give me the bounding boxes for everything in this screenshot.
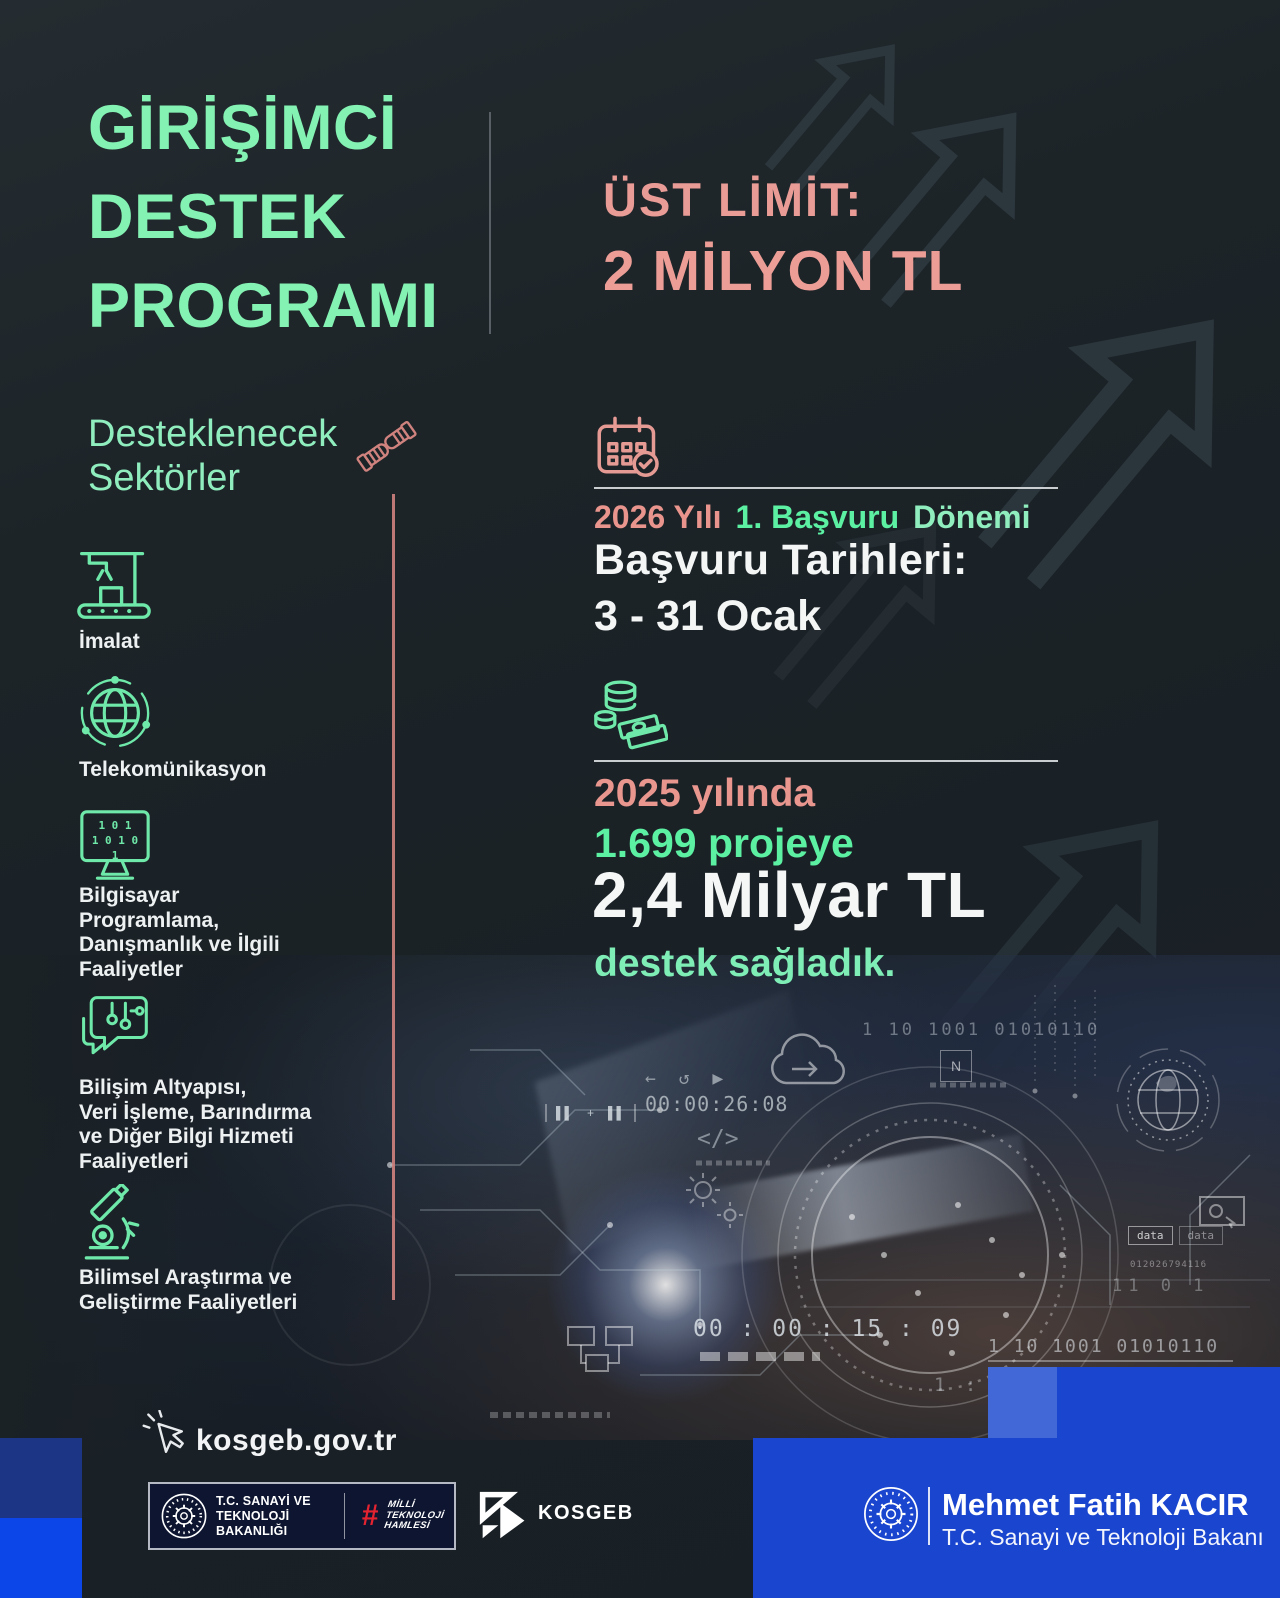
ministry-name: T.C. SANAYİ VE TEKNOLOJİ BAKANLIĞI	[216, 1494, 328, 1539]
sector-label-telekomunikasyon: Telekomünikasyon	[79, 758, 267, 781]
application-rule	[594, 487, 1058, 489]
photo-circuit-decorations	[269, 985, 1270, 1440]
data-label: data	[1128, 1226, 1173, 1245]
microscope-icon	[84, 1184, 140, 1260]
website-link[interactable]: kosgeb.gov.tr	[196, 1424, 397, 1457]
support-year-line: 2025 yılında	[594, 772, 816, 815]
application-period-highlight: 1. Başvuru	[735, 499, 900, 535]
ministry-emblem-icon	[161, 1493, 207, 1539]
ministry-logo-box: T.C. SANAYİ VE TEKNOLOJİ BAKANLIĞI # MİL…	[148, 1482, 456, 1550]
globe-hologram-decoration	[1116, 1048, 1220, 1152]
pause-icon: ▌▌	[556, 1106, 574, 1120]
monitor-binary-text: 1 0 1 1 0 1 0 1	[91, 819, 139, 862]
limit-value: 2 MİLYON TL	[603, 239, 964, 303]
sector-label-bilimsel: Bilimsel Araştırma ve Geliştirme Faaliye…	[79, 1266, 298, 1314]
application-period-line: 2026 Yılı 1. Başvuru Dönemi	[594, 499, 1030, 536]
bottom-left-dark-blue-square	[0, 1438, 82, 1518]
page-title: GİRİŞİMCİ DESTEK PROGRAMI	[88, 84, 439, 351]
minister-panel	[753, 1438, 1280, 1598]
limit-label: ÜST LİMİT:	[603, 173, 864, 226]
binary-monitor-icon	[80, 810, 150, 880]
code-icon: </>	[697, 1126, 739, 1152]
micro-binary: 012026794116	[1130, 1260, 1208, 1270]
ministry-name-line1: T.C. SANAYİ VE	[216, 1493, 311, 1508]
kosgeb-logo-label: KOSGEB	[538, 1502, 634, 1524]
application-period-suffix: Dönemi	[913, 499, 1031, 535]
milli-teknoloji-hamlesi-logo: MİLLİ TEKNOLOJİ HAMLESİ	[383, 1499, 447, 1532]
sector-label-bilgisayar: Bilgisayar Programlama, Danışmanlık ve İ…	[79, 884, 280, 981]
ministry-box-divider	[344, 1493, 346, 1539]
support-amount-line: 2,4 Milyar TL	[592, 859, 987, 931]
vertical-pink-divider	[392, 494, 395, 1300]
photo-left-fade	[0, 955, 1280, 1440]
sector-label-imalat: İmalat	[79, 630, 140, 653]
data-labels: data data	[1128, 1226, 1223, 1245]
minister-emblem-icon	[864, 1487, 918, 1541]
sectors-heading: Desteklenecek Sektörler	[88, 413, 338, 499]
gear-decorations	[686, 1173, 743, 1228]
hamle-line: HAMLESİ	[383, 1520, 431, 1532]
timecode-bottom: 00 : 00 : 15 : 09	[693, 1316, 963, 1342]
cloud-sync-icon	[771, 1033, 845, 1085]
ministry-name-line2: TEKNOLOJİ BAKANLIĞI	[216, 1508, 290, 1538]
bottom-left-bright-blue-square	[0, 1518, 82, 1598]
chat-circuit-icon	[82, 996, 148, 1055]
support-projects-line: 1.699 projeye	[594, 820, 854, 866]
data-panel-decoration	[1199, 1196, 1245, 1229]
binary-overlay-mid: 11 0 1	[1112, 1276, 1210, 1296]
money-coins-icon	[594, 680, 668, 750]
binary-overlay-top: 1 10 1001 01010110	[862, 1020, 1101, 1040]
globe-orbit-icon	[80, 675, 151, 748]
timecode-tick-row	[700, 1352, 820, 1361]
n-symbol-box: N	[940, 1050, 972, 1082]
minister-panel-extension	[1055, 1367, 1280, 1438]
title-line: DESTEK	[88, 182, 347, 252]
timecode-top: 00:00:26:08	[645, 1092, 789, 1116]
application-dates-value: 3 - 31 Ocak	[594, 592, 822, 640]
title-line: GİRİŞİMCİ	[88, 93, 398, 163]
calendar-check-icon	[597, 416, 659, 477]
plus-icon: +	[587, 1106, 595, 1120]
media-pause-controls: ▌▌ + ▌▌	[545, 1104, 637, 1122]
kosgeb-logo-icon	[479, 1491, 525, 1539]
hashtag-icon: #	[361, 1499, 379, 1532]
cursor-click-icon	[142, 1410, 184, 1453]
minister-panel-divider	[928, 1487, 930, 1545]
network-monitors-decoration	[567, 1326, 633, 1372]
pause-icon: ▌▌	[608, 1106, 626, 1120]
binary-overlay-right: 1 10 1001 01010110	[988, 1336, 1220, 1357]
handshake-icon	[356, 420, 417, 472]
robot-arm-conveyor-icon	[77, 551, 151, 619]
header-divider	[489, 112, 491, 334]
data-label: data	[1178, 1226, 1223, 1245]
application-year: 2026 Yılı	[594, 499, 722, 535]
title-line: PROGRAMI	[88, 271, 439, 341]
media-controls-icons: ← ↺ ▶	[645, 1068, 730, 1089]
support-closing-line: destek sağladık.	[594, 942, 896, 985]
minister-name: Mehmet Fatih KACIR	[942, 1487, 1249, 1522]
n-symbol: N	[950, 1058, 962, 1074]
light-blue-square	[988, 1367, 1057, 1438]
hand-touchscreen-photo	[0, 955, 1280, 1440]
minister-title: T.C. Sanayi ve Teknoloji Bakanı	[942, 1524, 1264, 1550]
sector-label-bilisim: Bilişim Altyapısı, Veri İşleme, Barındır…	[79, 1076, 312, 1173]
application-dates-label: Başvuru Tarihleri:	[594, 536, 968, 584]
support-rule	[594, 760, 1058, 762]
